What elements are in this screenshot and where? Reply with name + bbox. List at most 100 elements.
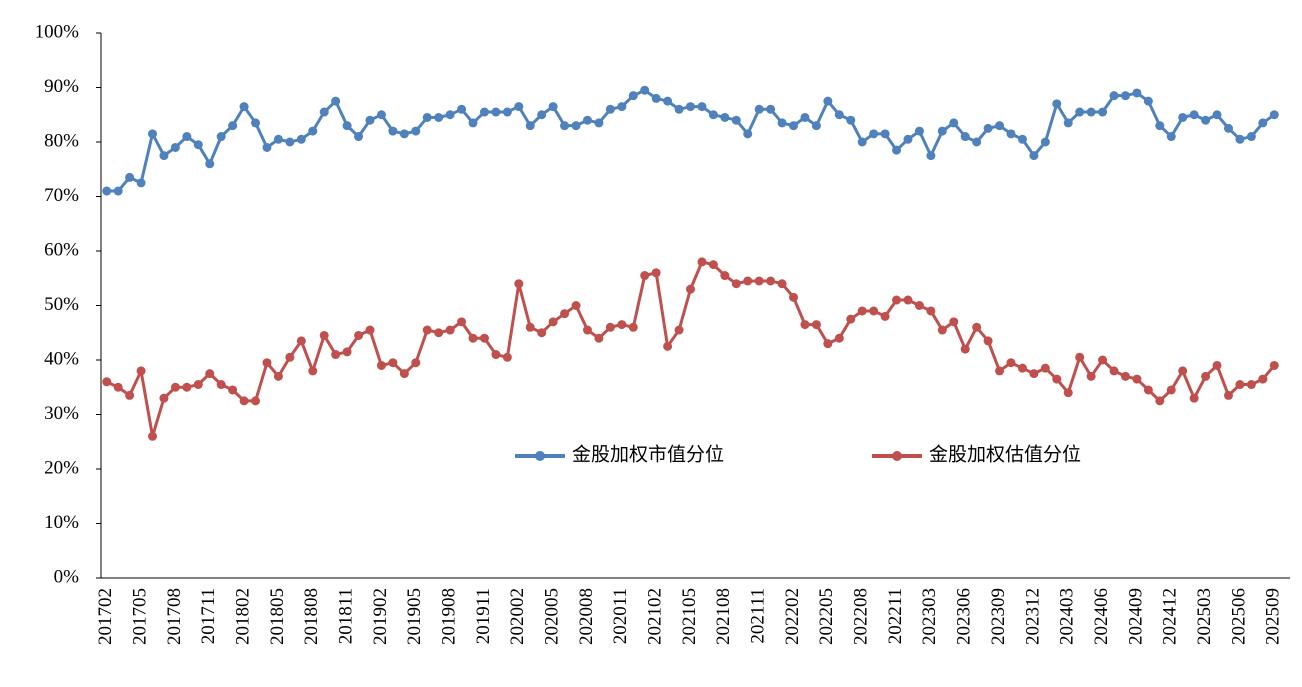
data-point bbox=[1166, 132, 1176, 142]
data-point bbox=[731, 115, 741, 125]
data-point bbox=[1223, 390, 1233, 400]
data-point bbox=[560, 309, 570, 319]
data-point bbox=[869, 306, 879, 316]
x-tick-label: 202108 bbox=[713, 588, 734, 645]
x-tick-label: 202403 bbox=[1057, 588, 1078, 645]
data-point bbox=[182, 132, 192, 142]
x-tick-label: 202205 bbox=[816, 588, 837, 645]
data-point bbox=[376, 360, 386, 370]
data-point bbox=[170, 382, 180, 392]
data-point bbox=[880, 311, 890, 321]
data-point bbox=[1017, 134, 1027, 144]
data-point bbox=[331, 350, 341, 360]
data-point bbox=[1052, 374, 1062, 384]
data-point bbox=[720, 271, 730, 281]
x-tick-label: 201805 bbox=[267, 588, 288, 645]
y-tick-label: 90% bbox=[44, 76, 79, 97]
x-tick-label: 202008 bbox=[576, 588, 597, 645]
data-point bbox=[548, 317, 558, 327]
data-point bbox=[1120, 371, 1130, 381]
data-point bbox=[1143, 96, 1153, 106]
data-point bbox=[125, 172, 135, 182]
data-point bbox=[502, 107, 512, 117]
data-point bbox=[445, 110, 455, 120]
data-point bbox=[170, 142, 180, 152]
data-point bbox=[1098, 107, 1108, 117]
data-point bbox=[365, 325, 375, 335]
data-point bbox=[411, 358, 421, 368]
data-point bbox=[422, 325, 432, 335]
x-tick-label: 202509 bbox=[1263, 588, 1284, 645]
data-point bbox=[846, 115, 856, 125]
data-point bbox=[1212, 110, 1222, 120]
data-point bbox=[1132, 88, 1142, 98]
x-tick-label: 201808 bbox=[301, 588, 322, 645]
data-point bbox=[834, 333, 844, 343]
data-point bbox=[216, 132, 226, 142]
x-tick-label: 202409 bbox=[1125, 588, 1146, 645]
data-point bbox=[136, 178, 146, 188]
data-point bbox=[342, 121, 352, 131]
data-point bbox=[1006, 129, 1016, 139]
data-point bbox=[617, 102, 627, 112]
data-point bbox=[537, 110, 547, 120]
y-tick-label: 80% bbox=[44, 130, 79, 151]
x-tick-label: 201905 bbox=[404, 588, 425, 645]
legend-marker bbox=[535, 451, 545, 461]
data-point bbox=[686, 102, 695, 112]
data-point bbox=[1178, 366, 1188, 376]
data-point bbox=[582, 325, 592, 335]
data-point bbox=[708, 260, 718, 270]
data-point bbox=[1098, 355, 1108, 365]
data-point bbox=[1155, 396, 1165, 406]
data-point bbox=[1246, 380, 1256, 390]
data-point bbox=[949, 317, 959, 327]
legend-label: 金股加权市值分位 bbox=[572, 443, 724, 465]
data-point bbox=[777, 279, 787, 289]
data-point bbox=[1109, 91, 1119, 101]
x-tick-label: 202309 bbox=[988, 588, 1009, 645]
data-point bbox=[708, 110, 718, 120]
data-point bbox=[285, 137, 295, 147]
data-point bbox=[1075, 352, 1085, 362]
data-point bbox=[457, 104, 467, 114]
data-point bbox=[1201, 115, 1211, 125]
data-point bbox=[960, 132, 970, 142]
y-tick-label: 0% bbox=[54, 566, 80, 587]
data-point bbox=[102, 186, 112, 196]
data-point bbox=[1189, 393, 1199, 403]
x-tick-label: 202412 bbox=[1160, 588, 1181, 645]
x-tick-label: 201705 bbox=[129, 588, 150, 645]
data-point bbox=[479, 107, 489, 117]
data-point bbox=[628, 322, 638, 332]
data-point bbox=[445, 325, 455, 335]
data-point bbox=[594, 118, 604, 128]
x-tick-label: 202102 bbox=[645, 588, 666, 645]
data-point bbox=[399, 369, 409, 379]
data-point bbox=[960, 344, 970, 354]
data-point bbox=[686, 284, 695, 294]
data-point bbox=[560, 121, 570, 131]
data-point bbox=[182, 382, 192, 392]
data-point bbox=[422, 112, 432, 122]
data-point bbox=[663, 96, 673, 106]
data-point bbox=[525, 322, 535, 332]
data-point bbox=[880, 129, 890, 139]
data-point bbox=[354, 132, 364, 142]
data-point bbox=[491, 107, 501, 117]
data-point bbox=[937, 126, 947, 136]
data-point bbox=[537, 328, 547, 338]
y-tick-label: 100% bbox=[35, 21, 80, 42]
data-point bbox=[193, 380, 203, 390]
data-point bbox=[491, 350, 501, 360]
data-point bbox=[697, 102, 707, 112]
data-point bbox=[296, 134, 306, 144]
data-point bbox=[262, 142, 272, 152]
data-point bbox=[457, 317, 467, 327]
data-point bbox=[1120, 91, 1130, 101]
data-point bbox=[766, 276, 776, 286]
data-point bbox=[617, 320, 627, 330]
data-point bbox=[1052, 99, 1062, 109]
data-point bbox=[239, 396, 249, 406]
